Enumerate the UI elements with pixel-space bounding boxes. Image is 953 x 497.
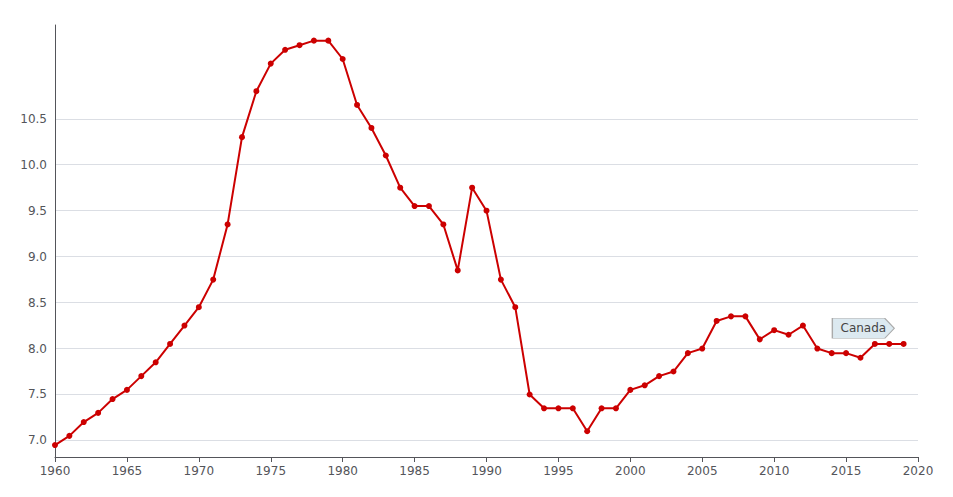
- svg-text:2020: 2020: [903, 464, 934, 478]
- svg-text:8.5: 8.5: [28, 296, 47, 310]
- svg-text:8.0: 8.0: [28, 342, 47, 356]
- svg-text:1990: 1990: [471, 464, 502, 478]
- svg-text:9.0: 9.0: [28, 250, 47, 264]
- svg-text:1985: 1985: [399, 464, 430, 478]
- svg-text:9.5: 9.5: [28, 204, 47, 218]
- svg-text:2000: 2000: [615, 464, 646, 478]
- svg-text:7.0: 7.0: [28, 433, 47, 447]
- svg-text:1965: 1965: [112, 464, 143, 478]
- svg-text:1980: 1980: [327, 464, 358, 478]
- svg-text:1960: 1960: [40, 464, 71, 478]
- svg-text:1970: 1970: [184, 464, 215, 478]
- svg-text:2015: 2015: [831, 464, 862, 478]
- svg-text:2005: 2005: [687, 464, 718, 478]
- svg-text:10.0: 10.0: [20, 158, 47, 172]
- svg-text:10.5: 10.5: [20, 112, 47, 126]
- svg-text:Canada: Canada: [841, 321, 887, 335]
- svg-text:1995: 1995: [543, 464, 574, 478]
- svg-text:7.5: 7.5: [28, 387, 47, 401]
- svg-text:2010: 2010: [759, 464, 790, 478]
- svg-text:1975: 1975: [255, 464, 286, 478]
